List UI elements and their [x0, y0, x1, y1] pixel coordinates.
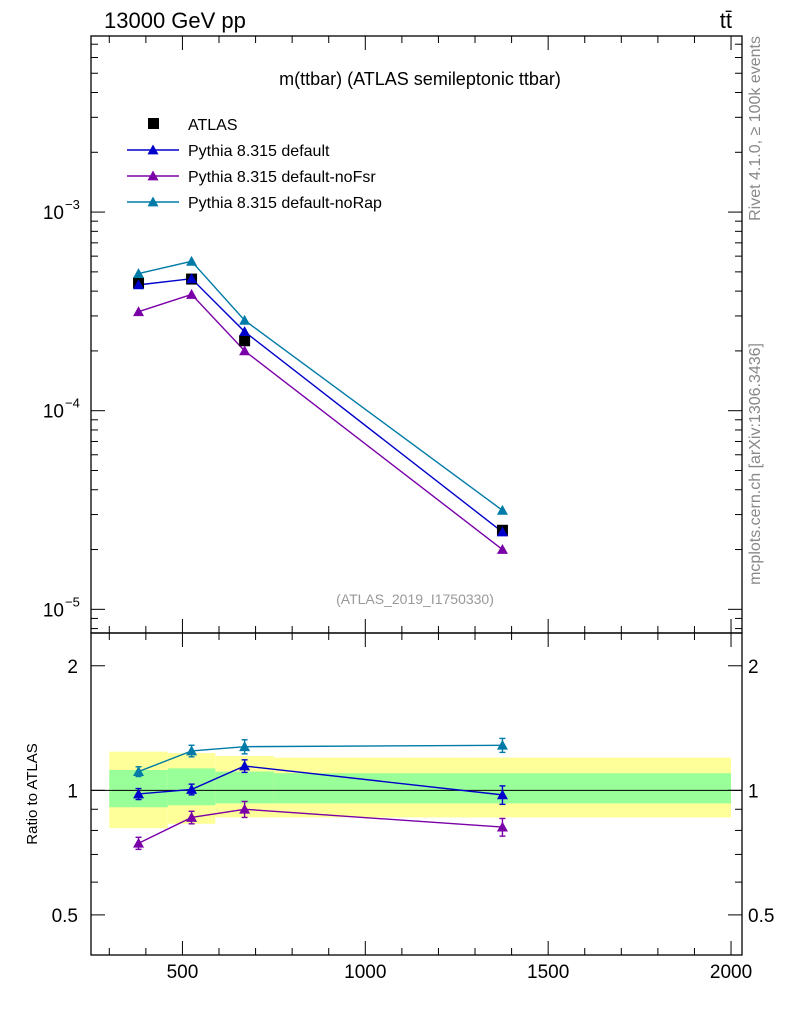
legend-label: Pythia 8.315 default-noRap: [188, 195, 382, 212]
main-ytick-exponent: −4: [65, 396, 80, 411]
main-mc-point-2: [239, 345, 251, 356]
main-ytick-exponent: −3: [65, 197, 80, 212]
ratio-ylabel: Ratio to ATLAS: [24, 743, 41, 844]
ratio-ytick-label-left: 2: [67, 657, 78, 678]
ratio-series-line-0: [138, 765, 503, 796]
ratio-axes-layer: 0.5 0.5 1 1 2 2 500 1000 1500 2000: [52, 632, 774, 983]
main-marks-layer: [133, 255, 508, 554]
ratio-series-line-1: [138, 808, 503, 844]
ratio-frame: [90, 632, 743, 956]
ratio-point-1: [186, 811, 198, 822]
ratio-point-0: [239, 760, 251, 771]
ratio-ytick-label-right: 2: [748, 657, 759, 678]
ratio-ytick-label-left: 1: [67, 781, 78, 802]
ratio-panel: 0.5 0.5 1 1 2 2 500 1000 1500 2000 Ratio to ATLAS: [24, 632, 774, 983]
main-ytick-label: 10: [43, 600, 64, 621]
ratio-point-0: [133, 788, 145, 799]
main-mc-point-2: [133, 306, 145, 317]
legend-marker-mc: [147, 170, 159, 181]
main-axes-layer: 10−310−410−5: [43, 35, 743, 634]
main-mc-point-3: [186, 255, 198, 266]
legend-label: Pythia 8.315 default-noFsr: [188, 169, 376, 186]
ratio-xtick-label: 1500: [527, 962, 569, 983]
ratio-xtick-label: 1000: [344, 962, 386, 983]
ratio-xtick-label: 2000: [710, 962, 752, 983]
legend-label: ATLAS: [188, 117, 238, 134]
ratio-marks-layer: [133, 737, 508, 851]
main-mc-point-1: [186, 273, 198, 284]
main-mc-point-1: [239, 326, 251, 337]
ratio-point-1: [133, 837, 145, 848]
legend-marker-mc: [147, 196, 159, 207]
source-label: mcplots.cern.ch [arXiv:1306.3436]: [747, 343, 764, 585]
analysis-label: (ATLAS_2019_I1750330): [336, 591, 494, 607]
ratio-ytick-label-left: 0.5: [52, 906, 78, 927]
ratio-point-0: [496, 789, 508, 800]
main-mc-point-2: [186, 288, 198, 299]
main-mc-point-1: [133, 279, 145, 290]
main-mc-point-1: [496, 526, 508, 537]
rivet-label: Rivet 4.1.0, ≥ 100k events: [747, 36, 764, 221]
legend-marker-mc: [147, 144, 159, 155]
main-ytick-exponent: −5: [65, 594, 80, 609]
ratio-point-1: [496, 821, 508, 832]
ratio-band-green: [215, 771, 274, 804]
main-series-line-3: [138, 260, 503, 511]
process-label: tt̄: [720, 8, 732, 33]
legend-marker-data: [148, 118, 159, 129]
main-ytick-label: 10: [43, 203, 64, 224]
main-mc-point-3: [496, 504, 508, 515]
main-mc-point-3: [133, 268, 145, 279]
ratio-point-2: [133, 766, 145, 776]
main-panel: 10−310−410−5 m(ttbar) (ATLAS semileptoni…: [43, 35, 743, 634]
ratio-point-2: [496, 739, 508, 750]
ratio-ytick-label-right: 1: [748, 781, 759, 802]
ratio-series-line-2: [138, 744, 503, 773]
energy-label: 13000 GeV pp: [104, 8, 246, 33]
main-data-point: [239, 335, 251, 347]
ratio-point-1: [239, 803, 251, 814]
ratio-xtick-label: 500: [167, 962, 199, 983]
main-series-line-2: [138, 293, 503, 551]
main-mc-point-3: [239, 314, 251, 325]
legend: ATLAS Pythia 8.315 default Pythia 8.315 de…: [127, 117, 382, 212]
ratio-ytick-label-right: 0.5: [748, 906, 774, 927]
main-ytick-label: 10: [43, 402, 64, 423]
ratio-point-2: [239, 741, 251, 752]
main-series-line-1: [138, 277, 503, 533]
main-title: m(ttbar) (ATLAS semileptonic ttbar): [279, 69, 561, 89]
ratio-point-2: [186, 745, 198, 756]
main-mc-point-2: [496, 544, 508, 554]
ratio-point-0: [186, 783, 198, 794]
legend-label: Pythia 8.315 default: [188, 143, 330, 160]
